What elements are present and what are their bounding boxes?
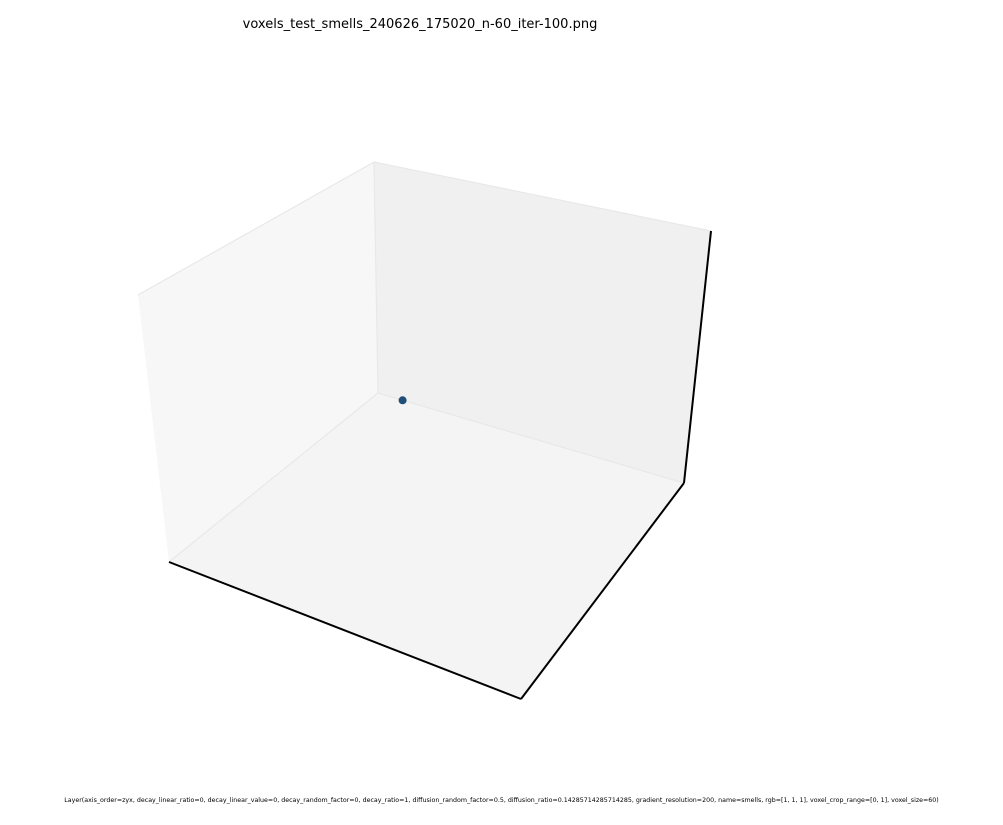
pane-edges [137,161,712,563]
x-axis-line [168,561,522,700]
chart-title: voxels_test_smells_240626_175020_n-60_it… [242,17,598,32]
y-axis-line [520,482,685,700]
axis-lines [168,230,712,700]
floor-pane [169,393,684,699]
back-pane [374,162,711,483]
scatter-points [398,396,407,405]
z-axis-line [683,230,712,484]
data-point [398,396,407,405]
left-pane [138,162,378,562]
layer-parameters-footer: Layer(axis_order=zyx, decay_linear_ratio… [64,797,939,804]
